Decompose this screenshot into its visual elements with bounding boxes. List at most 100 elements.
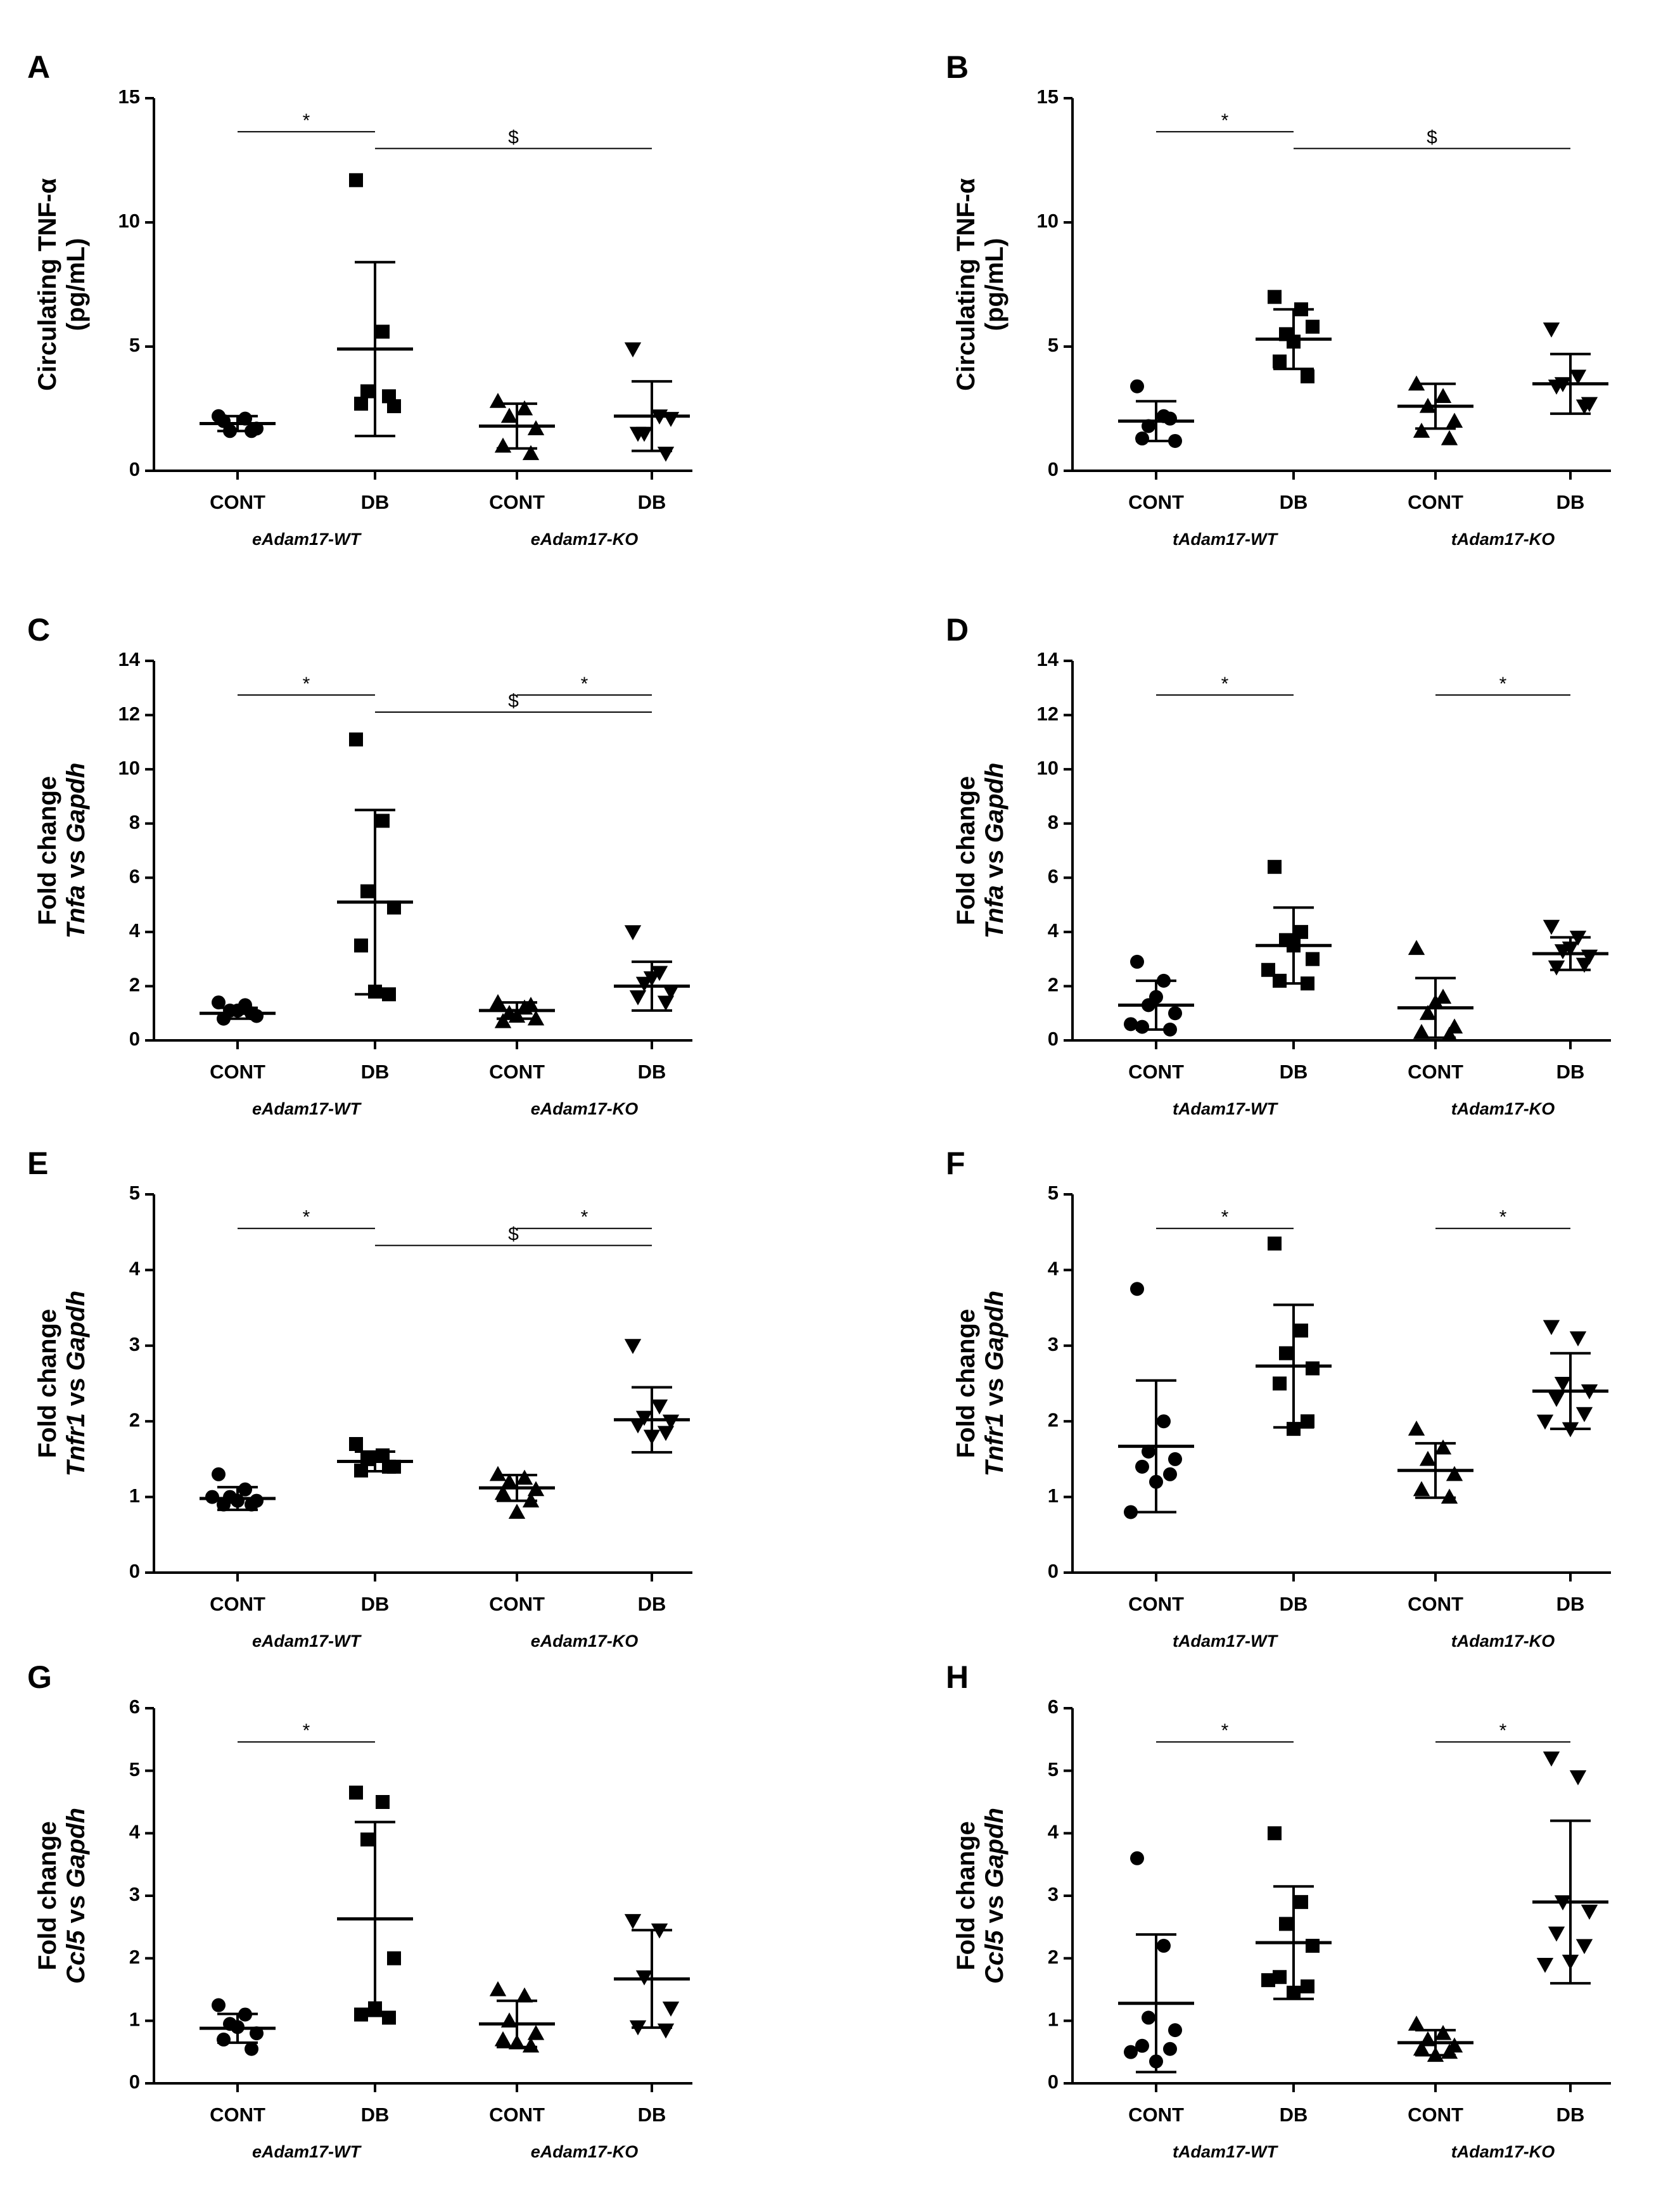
y-axis-label: Tnfa vs Gapdh: [981, 763, 1009, 939]
dot: [500, 1473, 518, 1489]
significance-label: *: [1221, 674, 1229, 694]
y-tick-label: 2: [1048, 974, 1059, 996]
x-tick-label: CONT: [1408, 1061, 1463, 1083]
y-tick-label: 6: [129, 1696, 140, 1718]
dot: [494, 1485, 512, 1500]
y-axis-label-part: Gapdh: [981, 1808, 1009, 1888]
dot: [516, 1987, 533, 2003]
dot: [635, 976, 653, 992]
panel-letter: F: [946, 1146, 965, 1181]
dot: [382, 2010, 396, 2025]
dot: [1157, 1938, 1171, 1953]
group-label: tAdam17-KO: [1451, 2142, 1555, 2161]
significance-label: *: [1499, 1720, 1507, 1741]
dot: [1130, 1851, 1144, 1865]
y-tick-label: 3: [1048, 1333, 1059, 1355]
y-tick-label: 4: [1048, 919, 1059, 942]
dot: [349, 1786, 363, 1800]
panel-letter: A: [27, 49, 50, 85]
y-axis-label: Fold change: [952, 776, 980, 926]
dot: [657, 995, 675, 1011]
dot: [657, 2023, 675, 2039]
significance-label: *: [303, 1720, 310, 1741]
dot: [1130, 954, 1144, 969]
significance-label: *: [581, 1207, 589, 1228]
significance-label: *: [1499, 674, 1507, 694]
y-axis-label-part: vs: [981, 1371, 1009, 1413]
x-tick-label: DB: [1556, 1593, 1585, 1615]
x-tick-label: DB: [638, 1061, 666, 1083]
dot: [1301, 1979, 1314, 1994]
group-label: tAdam17-WT: [1173, 530, 1279, 549]
y-tick-label: 14: [1037, 648, 1059, 670]
significance-label: $: [508, 1224, 519, 1245]
dot: [1168, 2023, 1182, 2038]
y-axis-label-part: Fold change: [34, 1309, 61, 1459]
x-tick-label: CONT: [1408, 491, 1463, 513]
dot: [349, 1437, 363, 1452]
group-label: tAdam17-WT: [1173, 2142, 1279, 2161]
group-label: tAdam17-KO: [1451, 1632, 1555, 1651]
significance-label: *: [1221, 110, 1229, 131]
dot: [489, 393, 507, 408]
dot: [1124, 1505, 1138, 1519]
x-tick-label: DB: [1556, 491, 1585, 513]
dot: [1142, 2010, 1155, 2025]
dot: [1273, 354, 1287, 369]
significance-label: *: [1221, 1720, 1229, 1741]
dot: [376, 324, 390, 339]
y-axis-label: Fold change: [34, 776, 61, 926]
dot: [212, 1467, 226, 1481]
group-label: tAdam17-WT: [1173, 1099, 1279, 1118]
x-tick-label: DB: [1280, 1061, 1308, 1083]
group-label: tAdam17-WT: [1173, 1632, 1279, 1651]
y-tick-label: 1: [1048, 2009, 1059, 2031]
y-tick-label: 2: [129, 1946, 140, 1968]
dot: [1569, 1331, 1587, 1347]
significance-label: $: [508, 691, 519, 712]
group-label: eAdam17-WT: [252, 1099, 362, 1118]
y-axis-label-part: Tnfa: [981, 885, 1009, 938]
x-tick-label: CONT: [489, 2104, 545, 2126]
dot: [1434, 1439, 1452, 1455]
dot: [508, 1504, 526, 1519]
dot: [1408, 2016, 1425, 2031]
y-axis-label-part: vs: [62, 1371, 90, 1413]
dot: [1569, 1770, 1587, 1786]
y-axis-label: Fold change: [34, 1309, 61, 1459]
y-tick-label: 4: [1048, 1258, 1059, 1280]
dot: [387, 900, 401, 915]
y-axis-label-part: Gapdh: [981, 1291, 1009, 1371]
dot: [1413, 1481, 1430, 1497]
dot: [489, 1466, 507, 1481]
y-tick-label: 8: [129, 811, 140, 833]
dot: [1130, 379, 1144, 393]
y-axis-label-part: (pg/mL): [981, 238, 1009, 331]
y-axis-label-part: Fold change: [34, 1821, 61, 1971]
dot: [522, 2037, 540, 2053]
dot: [1543, 1751, 1560, 1767]
y-axis-label-part: Ccl5: [62, 1930, 90, 1984]
x-tick-label: DB: [638, 1593, 666, 1615]
significance-label: *: [303, 1207, 310, 1228]
dot: [1434, 2024, 1452, 2040]
y-tick-label: 3: [129, 1333, 140, 1355]
dot: [1168, 1452, 1182, 1466]
y-axis-label-part: Gapdh: [62, 1291, 90, 1371]
panel-letter: C: [27, 612, 50, 648]
group-label: eAdam17-WT: [252, 1632, 362, 1651]
y-axis-label-part: Fold change: [34, 776, 61, 926]
significance-label: *: [1499, 1207, 1507, 1228]
y-axis-label-part: Gapdh: [62, 763, 90, 843]
dot: [354, 938, 368, 953]
x-tick-label: DB: [1280, 1593, 1308, 1615]
y-tick-label: 5: [1048, 334, 1059, 356]
x-tick-label: DB: [361, 491, 390, 513]
dot: [1536, 1957, 1554, 1973]
dot: [1441, 430, 1458, 445]
dot: [1261, 962, 1275, 977]
dot: [1261, 1973, 1275, 1988]
x-tick-label: CONT: [1128, 1061, 1184, 1083]
x-tick-label: CONT: [1128, 1593, 1184, 1615]
